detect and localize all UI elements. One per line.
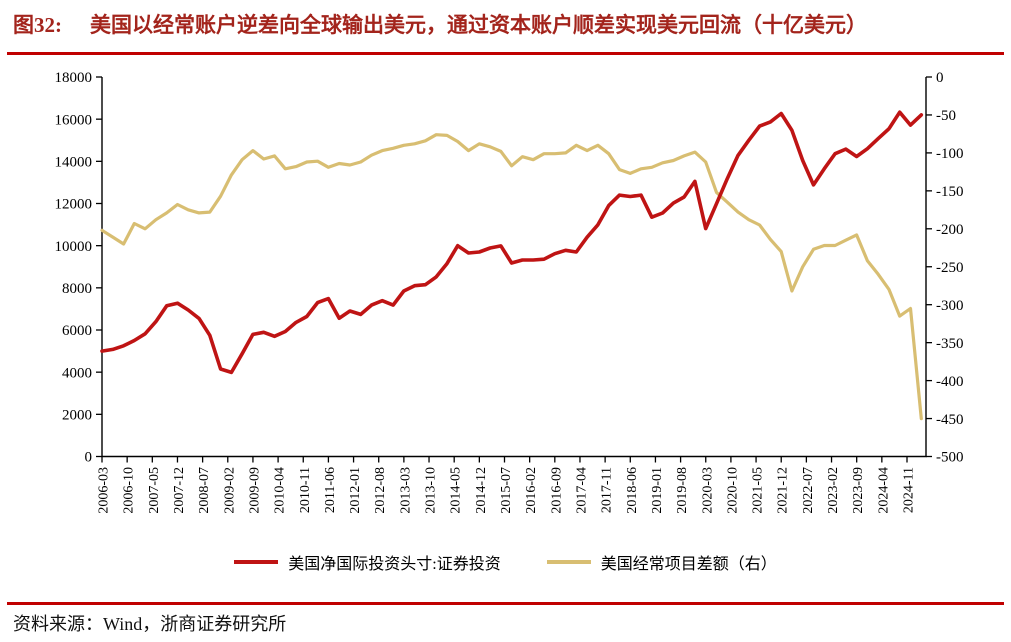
- legend-item-securities: 美国净国际投资头寸:证券投资: [234, 550, 501, 574]
- right-axis-label: 0: [936, 70, 944, 86]
- left-axis-label: 14000: [55, 155, 93, 171]
- legend-swatch-red-line: [234, 560, 279, 564]
- x-axis-label: 2019-08: [675, 467, 690, 514]
- x-axis-label: 2023-02: [826, 467, 841, 514]
- x-axis-label: 2019-01: [650, 467, 665, 514]
- x-axis-label: 2009-09: [247, 467, 262, 514]
- chart-legend: 美国净国际投资头寸:证券投资 美国经常项目差额（右）: [0, 550, 1011, 574]
- x-axis-label: 2020-10: [725, 467, 740, 514]
- x-axis-label: 2021-12: [776, 467, 791, 514]
- x-axis-label: 2006-10: [122, 467, 137, 514]
- right-axis-label: -150: [936, 184, 964, 200]
- right-axis-label: -100: [936, 146, 964, 162]
- x-axis-label: 2014-05: [449, 467, 464, 514]
- x-axis-label: 2023-09: [851, 467, 866, 514]
- right-axis-label: -350: [936, 336, 964, 352]
- x-axis-label: 2024-04: [876, 467, 891, 514]
- x-axis-label: 2011-06: [323, 467, 338, 513]
- x-axis-label: 2009-02: [222, 467, 237, 514]
- right-axis-label: -250: [936, 260, 964, 276]
- right-axis-label: -50: [936, 108, 956, 124]
- x-axis-label: 2012-08: [373, 467, 388, 514]
- x-axis-label: 2013-03: [398, 467, 413, 514]
- legend-swatch-tan-line: [546, 560, 591, 564]
- figure-number: 图32:: [13, 13, 62, 37]
- x-axis-label: 2007-05: [147, 467, 162, 514]
- x-axis-label: 2018-06: [625, 467, 640, 514]
- x-axis-label: 2007-12: [172, 467, 187, 514]
- right-axis-label: -200: [936, 222, 964, 238]
- x-axis-label: 2006-03: [97, 467, 112, 514]
- left-axis-label: 16000: [55, 112, 93, 128]
- right-axis-label: -400: [936, 374, 964, 390]
- x-axis-label: 2010-11: [298, 467, 313, 513]
- x-axis-label: 2014-12: [474, 467, 489, 514]
- left-axis-label: 18000: [55, 70, 93, 86]
- legend-label-securities: 美国净国际投资头寸:证券投资: [288, 556, 501, 573]
- title-rule: [7, 52, 1004, 55]
- right-axis-label: -500: [936, 450, 964, 466]
- legend-label-current-account: 美国经常项目差额（右）: [600, 556, 777, 573]
- x-axis-label: 2016-09: [549, 467, 564, 514]
- x-axis-label: 2015-07: [499, 467, 514, 514]
- x-axis-label: 2020-03: [700, 467, 715, 514]
- x-axis-label: 2008-07: [197, 467, 212, 514]
- series-line-investment-position: [100, 110, 924, 375]
- x-axis-label: 2016-02: [524, 467, 539, 514]
- legend-item-current-account: 美国经常项目差额（右）: [546, 550, 777, 574]
- left-axis-label: 10000: [55, 239, 93, 255]
- x-axis-label: 2021-05: [751, 467, 766, 514]
- x-axis-label: 2010-04: [273, 467, 288, 514]
- left-axis-label: 8000: [62, 281, 92, 297]
- left-axis-label: 12000: [55, 197, 93, 213]
- right-axis-label: -300: [936, 298, 964, 314]
- left-axis-label: 6000: [62, 323, 92, 339]
- footer-rule: [7, 602, 1004, 605]
- source-note: 资料来源：Wind，浙商证券研究所: [13, 614, 287, 634]
- x-axis-label: 2017-04: [574, 467, 589, 514]
- x-axis-label: 2022-07: [801, 467, 816, 514]
- left-axis-label: 0: [85, 450, 93, 466]
- series-line-current-account: [100, 133, 923, 421]
- x-axis-label: 2024-11: [902, 467, 917, 513]
- x-axis-label: 2017-11: [600, 467, 615, 513]
- left-axis-label: 4000: [62, 365, 92, 381]
- left-axis-label: 2000: [62, 408, 92, 424]
- x-axis-label: 2012-01: [348, 467, 363, 514]
- x-axis-label: 2013-10: [424, 467, 439, 514]
- figure-title-text: 美国以经常账户逆差向全球输出美元，通过资本账户顺差实现美元回流（十亿美元）: [90, 13, 867, 37]
- figure-title: 图32: 美国以经常账户逆差向全球输出美元，通过资本账户顺差实现美元回流（十亿美元…: [13, 9, 867, 39]
- right-axis-label: -450: [936, 412, 964, 428]
